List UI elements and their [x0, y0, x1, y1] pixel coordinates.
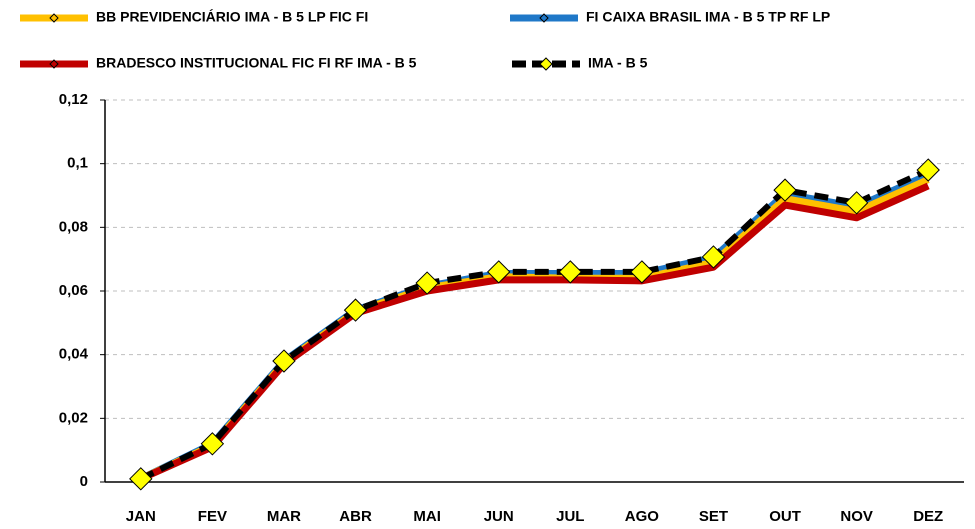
x-tick-label: MAI [413, 508, 441, 525]
x-tick-label: JUL [556, 508, 584, 525]
legend-marker [539, 57, 553, 71]
series-marker [773, 178, 797, 202]
series-line [139, 167, 930, 482]
x-tick-label: ABR [339, 508, 372, 525]
y-tick-label: 0,06 [59, 282, 88, 299]
x-tick-label: MAR [267, 508, 301, 525]
series-line [139, 176, 930, 482]
y-tick-label: 0,04 [59, 346, 89, 363]
series-line [139, 182, 930, 483]
y-tick-label: 0,1 [67, 155, 88, 172]
series-marker [343, 298, 368, 322]
legend-label: FI CAIXA BRASIL IMA - B 5 TP RF LP [586, 9, 830, 25]
y-tick-label: 0,02 [59, 409, 88, 426]
series-marker [558, 260, 582, 284]
legend-label: BB PREVIDENCIÁRIO IMA - B 5 LP FIC FI [96, 9, 368, 25]
series-line [139, 171, 930, 482]
series-marker [701, 245, 726, 269]
series-marker [129, 467, 153, 491]
series-marker [630, 260, 654, 284]
legend-label: IMA - B 5 [588, 55, 648, 71]
x-tick-label: JUN [484, 508, 514, 525]
x-tick-label: DEZ [913, 508, 943, 525]
legend-marker [49, 13, 59, 23]
x-tick-label: FEV [198, 508, 227, 525]
x-tick-label: NOV [840, 508, 873, 525]
y-tick-label: 0 [80, 473, 88, 490]
series-marker [272, 349, 296, 373]
x-tick-label: AGO [625, 508, 660, 525]
x-tick-label: SET [699, 508, 728, 525]
series-marker [844, 191, 869, 215]
legend-label: BRADESCO INSTITUCIONAL FIC FI RF IMA - B… [96, 55, 417, 71]
y-tick-label: 0,12 [59, 91, 88, 108]
legend-marker [539, 13, 549, 23]
series-marker [916, 158, 940, 182]
series-marker [415, 271, 439, 295]
x-tick-label: JAN [126, 508, 156, 525]
series-marker [487, 260, 511, 284]
y-tick-label: 0,08 [59, 218, 88, 235]
x-tick-label: OUT [769, 508, 801, 525]
legend-marker [49, 59, 59, 69]
series-marker [200, 432, 225, 456]
